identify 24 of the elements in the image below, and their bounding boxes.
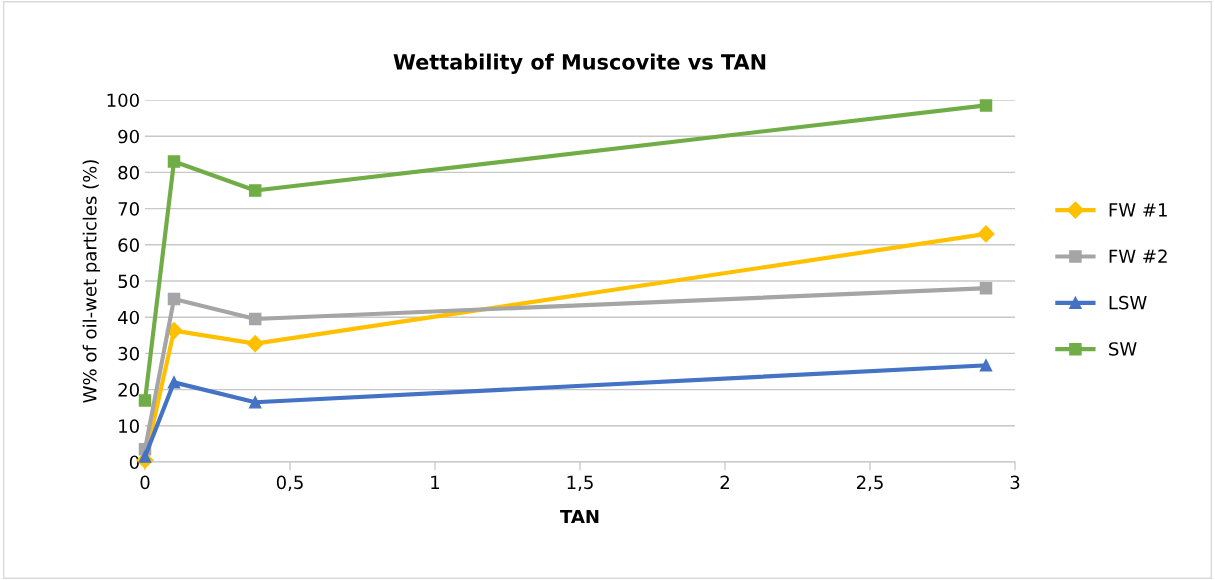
legend-label: FW #2: [1109, 249, 1167, 263]
y-tick-label: 30: [118, 346, 139, 361]
x-tick-label: 0,5: [276, 475, 303, 492]
y-tick-label: 10: [119, 419, 139, 433]
y-tick-label: 90: [118, 129, 139, 144]
y-axis-title: W% of oil-wet particles (%): [82, 160, 101, 403]
y-tick-label: 40: [118, 310, 139, 325]
x-tick-label: 1: [431, 475, 440, 489]
legend-label: SW: [1109, 342, 1137, 356]
x-tick-label: 3: [1010, 475, 1020, 490]
legend-label: LSW: [1109, 295, 1147, 310]
y-tick-label: 80: [118, 165, 139, 180]
x-tick-label: 0: [140, 475, 150, 490]
x-tick-label: 2: [720, 475, 729, 489]
y-tick-label: 70: [118, 202, 139, 216]
y-tick-label: 50: [118, 274, 139, 289]
y-tick-label: 60: [118, 238, 139, 252]
chart-title: Wettability of Muscovite vs TAN: [393, 53, 766, 74]
x-tick-label: 2,5: [856, 475, 883, 492]
y-tick-label: 100: [107, 93, 139, 108]
x-axis-title: TAN: [560, 509, 599, 524]
y-tick-label: 20: [118, 383, 139, 397]
legend-label: FW #1: [1109, 203, 1167, 217]
x-tick-label: 1,5: [567, 475, 593, 492]
